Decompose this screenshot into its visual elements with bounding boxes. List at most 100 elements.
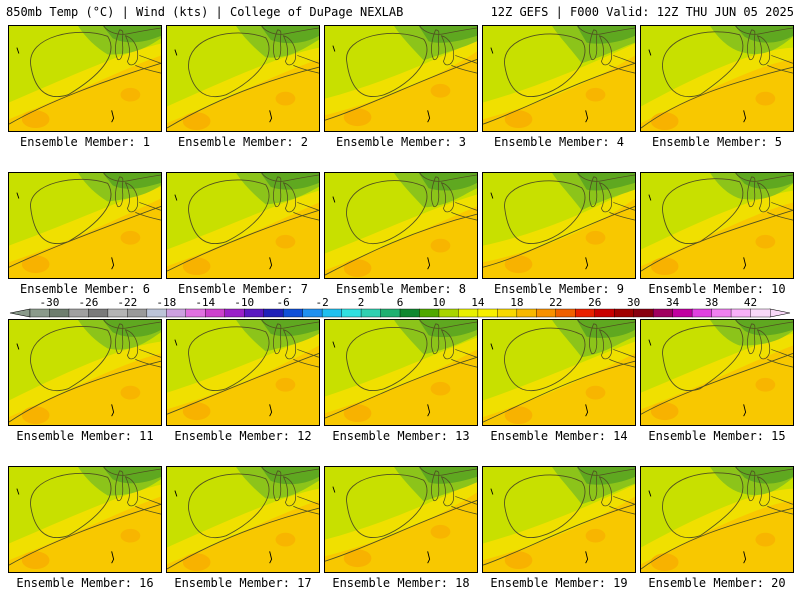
- colorbar-tick-label: 26: [588, 296, 601, 309]
- ensemble-member-map: [8, 319, 162, 426]
- colorbar-tick-label: -30: [40, 296, 60, 309]
- colorbar-swatch: [516, 308, 537, 318]
- ensemble-member-label: Ensemble Member: 13: [332, 429, 470, 443]
- colorbar-tick-label: 30: [627, 296, 640, 309]
- colorbar-swatch: [555, 308, 576, 318]
- colorbar-swatch: [146, 308, 167, 318]
- colorbar-swatch: [360, 308, 382, 318]
- ensemble-member-map: [640, 25, 794, 132]
- colorbar-swatch: [730, 308, 752, 318]
- temperature-colorbar: -30 -26 -22 -18 -14 -10 -6 -2 2 6 10 14 18 22 26 30 34 38…: [8, 296, 792, 318]
- ensemble-member-label: Ensemble Member: 7: [177, 282, 309, 296]
- ensemble-member-map: [640, 466, 794, 573]
- ensemble-member-map: [324, 466, 478, 573]
- colorbar-tick-label: -10: [234, 296, 254, 309]
- colorbar-swatch: [672, 308, 693, 318]
- ensemble-member-map: [640, 172, 794, 279]
- ensemble-member-label: Ensemble Member: 10: [648, 282, 786, 296]
- ensemble-member-map: [8, 466, 162, 573]
- colorbar-swatch: [49, 308, 70, 318]
- ensemble-member-label: Ensemble Member: 16: [16, 576, 154, 590]
- ensemble-member-map: [482, 172, 636, 279]
- ensemble-member-label: Ensemble Member: 9: [493, 282, 625, 296]
- colorbar-swatch: [477, 308, 498, 318]
- ensemble-member-label: Ensemble Member: 20: [648, 576, 786, 590]
- colorbar-swatch: [321, 308, 343, 318]
- colorbar-swatch: [614, 308, 635, 318]
- colorbar-tick-label: -2: [315, 296, 328, 309]
- colorbar-right-arrow: [769, 308, 791, 318]
- ensemble-member-map: [482, 466, 636, 573]
- colorbar-tick-label: 10: [432, 296, 445, 309]
- colorbar-left-arrow: [9, 308, 31, 318]
- colorbar-swatch: [536, 308, 557, 318]
- colorbar-swatch: [750, 308, 771, 318]
- colorbar-swatch: [458, 308, 479, 318]
- ensemble-member-label: Ensemble Member: 17: [174, 576, 312, 590]
- ensemble-member-map: [324, 172, 478, 279]
- colorbar-swatch: [302, 308, 323, 318]
- colorbar-tick-label: 22: [549, 296, 562, 309]
- colorbar-swatch: [399, 308, 420, 318]
- ensemble-member-map: [166, 172, 320, 279]
- ensemble-member-map: [324, 319, 478, 426]
- colorbar-swatch: [711, 308, 732, 318]
- ensemble-member-label: Ensemble Member: 11: [16, 429, 154, 443]
- header-title: 850mb Temp (°C) | Wind (kts) | College o…: [6, 5, 404, 19]
- colorbar-swatch: [691, 308, 713, 318]
- colorbar-swatch: [205, 308, 226, 318]
- ensemble-member-label: Ensemble Member: 8: [335, 282, 467, 296]
- colorbar-tick-label: 34: [666, 296, 680, 309]
- colorbar-swatch: [341, 308, 362, 318]
- colorbar-swatch: [68, 308, 89, 318]
- ensemble-member-map: [482, 25, 636, 132]
- colorbar-tick-label: 6: [397, 296, 404, 309]
- colorbar-swatch: [166, 308, 187, 318]
- colorbar-swatch: [107, 308, 128, 318]
- colorbar-tick-label: 42: [744, 296, 757, 309]
- ensemble-member-label: Ensemble Member: 19: [490, 576, 628, 590]
- colorbar-swatch: [244, 308, 265, 318]
- colorbar-graphic: -30 -26 -22 -18 -14 -10 -6 -2 2 6 10 14 18 22 26 30 34 38…: [9, 296, 791, 318]
- colorbar-swatch: [88, 308, 109, 318]
- colorbar-swatch: [224, 308, 245, 318]
- ensemble-member-map: [8, 172, 162, 279]
- ensemble-member-map: [324, 25, 478, 132]
- colorbar-swatch: [438, 308, 459, 318]
- ensemble-member-map: [166, 319, 320, 426]
- colorbar-swatch: [594, 308, 615, 318]
- colorbar-tick-label: 38: [705, 296, 718, 309]
- colorbar-tick-label: -6: [277, 296, 290, 309]
- ensemble-member-label: Ensemble Member: 15: [648, 429, 786, 443]
- colorbar-tick-label: 18: [510, 296, 523, 309]
- colorbar-swatch: [127, 308, 148, 318]
- ensemble-member-map: [166, 25, 320, 132]
- colorbar-swatch: [185, 308, 206, 318]
- ensemble-member-map: [640, 319, 794, 426]
- colorbar-tick-label: -26: [78, 296, 98, 309]
- ensemble-member-label: Ensemble Member: 6: [19, 282, 151, 296]
- colorbar-swatch: [419, 308, 440, 318]
- ensemble-member-label: Ensemble Member: 4: [493, 135, 625, 149]
- colorbar-swatch: [575, 308, 596, 318]
- colorbar-swatch: [380, 308, 401, 318]
- ensemble-member-label: Ensemble Member: 12: [174, 429, 312, 443]
- ensemble-member-label: Ensemble Member: 1: [19, 135, 151, 149]
- ensemble-member-map: [482, 319, 636, 426]
- colorbar-tick-label: -22: [117, 296, 137, 309]
- header-run-info: 12Z GEFS | F000 Valid: 12Z THU JUN 05 20…: [490, 5, 794, 19]
- ensemble-member-label: Ensemble Member: 14: [490, 429, 628, 443]
- colorbar-swatch: [497, 308, 518, 318]
- colorbar-swatch: [282, 308, 304, 318]
- colorbar-swatch: [652, 308, 674, 318]
- colorbar-swatch: [263, 308, 284, 318]
- colorbar-tick-label: 2: [358, 296, 365, 309]
- ensemble-member-label: Ensemble Member: 2: [177, 135, 309, 149]
- ensemble-member-label: Ensemble Member: 5: [651, 135, 783, 149]
- ensemble-member-map: [8, 25, 162, 132]
- colorbar-tick-label: -14: [195, 296, 215, 309]
- colorbar-tick-label: -18: [156, 296, 176, 309]
- colorbar-swatch: [633, 308, 654, 318]
- ensemble-member-label: Ensemble Member: 3: [335, 135, 467, 149]
- ensemble-member-label: Ensemble Member: 18: [332, 576, 470, 590]
